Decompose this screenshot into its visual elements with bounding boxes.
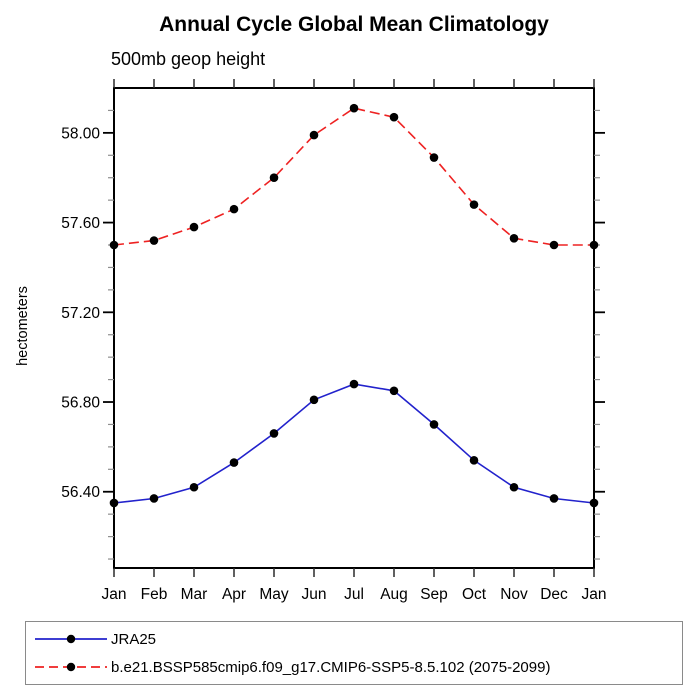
x-tick-label: Apr (222, 586, 246, 603)
chart-subtitle: 500mb geop height (111, 49, 266, 69)
x-tick-label: Jul (344, 586, 364, 603)
series-marker-jra25 (589, 498, 599, 508)
series-marker-model (389, 112, 399, 122)
series-marker-model (509, 233, 519, 243)
legend-label-jra25: JRA25 (111, 630, 157, 648)
series-line-jra25 (113, 383, 595, 504)
legend-line-sample-solid-icon (35, 634, 107, 644)
legend-marker-dot-icon (66, 634, 76, 644)
series-marker-model (429, 153, 439, 162)
y-tick-label: 57.20 (61, 305, 100, 322)
plot-frame (113, 87, 595, 569)
x-tick-label: Jan (582, 586, 607, 603)
x-tick-label: Nov (500, 586, 528, 603)
series-marker-model (469, 200, 479, 209)
x-tick-label: Sep (420, 586, 448, 603)
series-marker-jra25 (189, 482, 199, 492)
legend-item-model: b.e21.BSSP585cmip6.f09_g17.CMIP6-SSP5-8.… (33, 653, 682, 681)
series-marker-jra25 (269, 429, 279, 438)
series-marker-jra25 (349, 379, 359, 389)
series-marker-jra25 (149, 494, 159, 503)
series-marker-jra25 (509, 482, 519, 492)
series-marker-model (149, 236, 159, 245)
x-tick-label: Oct (462, 586, 487, 603)
x-tick-label: Jan (102, 586, 127, 603)
series-marker-jra25 (389, 386, 399, 396)
x-tick-label: Feb (141, 586, 168, 603)
series-marker-model (349, 103, 359, 113)
legend-line-sample-dashed-icon (35, 662, 107, 672)
y-tick-label: 57.60 (61, 215, 100, 232)
x-tick-label: Mar (181, 586, 208, 603)
y-tick-label: 56.40 (61, 484, 100, 501)
series-marker-model (549, 240, 559, 250)
series-marker-model (229, 204, 239, 214)
series-marker-model (109, 240, 119, 250)
series-marker-jra25 (309, 395, 319, 405)
series-marker-jra25 (109, 498, 119, 508)
legend-marker-dot-icon (66, 662, 76, 672)
series-marker-model (269, 173, 279, 183)
series-marker-jra25 (229, 458, 239, 467)
series-line-model (113, 107, 594, 246)
y-axis-title: hectometers (15, 286, 31, 366)
y-tick-label: 56.80 (61, 395, 100, 412)
x-tick-label: Jun (302, 586, 327, 603)
legend: JRA25 b.e21.BSSP585cmip6.f09_g17.CMIP6-S… (25, 621, 683, 685)
series-marker-model (309, 130, 319, 140)
x-tick-label: Aug (380, 586, 408, 603)
series-marker-jra25 (469, 456, 479, 465)
legend-item-jra25: JRA25 (33, 625, 682, 653)
series-marker-jra25 (549, 494, 559, 503)
y-tick-label: 58.00 (61, 125, 100, 142)
chart-title: Annual Cycle Global Mean Climatology (159, 13, 549, 36)
series-marker-model (189, 222, 199, 232)
legend-label-model: b.e21.BSSP585cmip6.f09_g17.CMIP6-SSP5-8.… (111, 658, 551, 676)
x-tick-label: May (259, 586, 289, 603)
series-marker-model (589, 240, 599, 250)
x-tick-label: Dec (540, 586, 568, 603)
series-marker-jra25 (429, 420, 439, 429)
